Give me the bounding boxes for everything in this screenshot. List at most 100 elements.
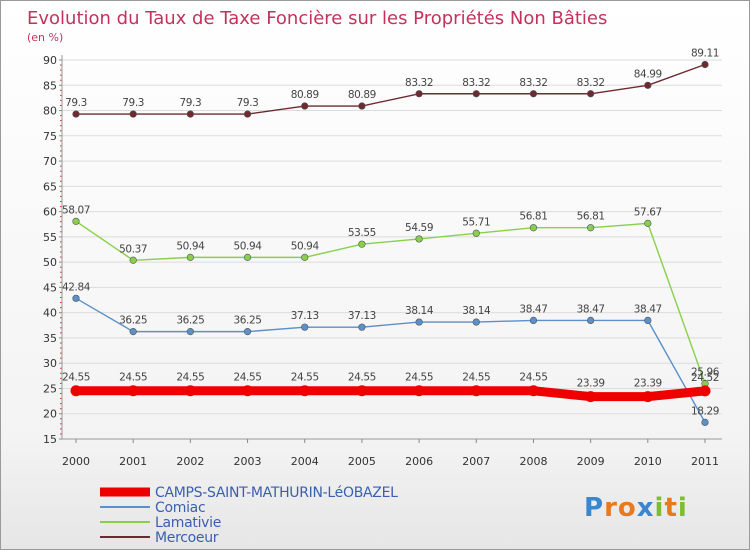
- data-point: [587, 316, 595, 324]
- x-tick-label: 2008: [519, 455, 547, 468]
- y-tick-label: 35: [43, 332, 57, 345]
- chart-title: Evolution du Taux de Taxe Foncière sur l…: [27, 8, 607, 29]
- data-point: [529, 224, 538, 232]
- data-point: [358, 102, 366, 110]
- data-label: 24.55: [119, 372, 147, 384]
- data-label: 79.3: [65, 97, 87, 109]
- data-label: 56.81: [519, 211, 547, 223]
- data-point: [129, 328, 137, 336]
- data-point: [242, 385, 254, 397]
- x-tick-label: 2009: [577, 455, 605, 468]
- data-point: [472, 90, 480, 98]
- data-point: [72, 110, 80, 118]
- data-point: [415, 90, 423, 98]
- data-point: [472, 318, 480, 326]
- data-point: [642, 391, 654, 403]
- series-line: [75, 297, 706, 424]
- data-label: 24.55: [176, 372, 204, 384]
- data-label: 79.3: [179, 97, 201, 109]
- data-label: 38.14: [405, 305, 434, 317]
- data-point: [529, 90, 538, 98]
- x-tick-label: 2004: [291, 455, 319, 468]
- data-point: [186, 328, 194, 336]
- data-point: [358, 323, 366, 331]
- data-point: [415, 235, 423, 243]
- data-label: 24.55: [62, 372, 90, 384]
- logo-text: Proxiti: [584, 493, 688, 523]
- y-tick-label: 50: [43, 256, 57, 269]
- data-label: 24.55: [234, 372, 262, 384]
- data-label: 79.3: [237, 97, 259, 109]
- data-point: [301, 102, 309, 110]
- data-label: 83.32: [462, 77, 490, 89]
- data-label: 38.47: [519, 303, 547, 315]
- legend-label: Lamativie: [155, 515, 221, 531]
- y-tick-label: 20: [43, 408, 57, 421]
- data-label: 42.84: [62, 281, 91, 293]
- data-label: 25.96: [691, 367, 720, 379]
- data-label: 23.39: [634, 378, 662, 390]
- data-point: [184, 385, 196, 397]
- data-label: 24.55: [405, 372, 433, 384]
- y-tick-label: 25: [43, 382, 57, 395]
- series-group: [70, 60, 711, 426]
- data-point: [186, 110, 194, 118]
- data-label: 50.37: [119, 243, 147, 255]
- data-point: [587, 224, 595, 232]
- y-tick-label: 60: [43, 206, 57, 219]
- data-label: 50.94: [176, 240, 205, 252]
- data-point: [127, 385, 139, 397]
- data-label: 23.39: [577, 378, 605, 390]
- y-tick-label: 85: [43, 79, 57, 92]
- series-line: [71, 386, 710, 402]
- y-tick-label: 80: [43, 105, 57, 118]
- y-tick-label: 90: [43, 54, 57, 67]
- data-point: [585, 391, 597, 403]
- data-label: 38.47: [634, 303, 662, 315]
- data-label: 79.3: [122, 97, 144, 109]
- data-point: [356, 385, 368, 397]
- y-tick-label: 70: [43, 155, 57, 168]
- data-label: 83.32: [405, 77, 433, 89]
- data-label: 24.55: [462, 372, 490, 384]
- data-label: 83.32: [519, 77, 547, 89]
- data-point: [358, 240, 366, 248]
- data-label: 38.14: [462, 305, 491, 317]
- data-label: 57.67: [634, 206, 662, 218]
- data-point: [299, 385, 311, 397]
- data-label: 55.71: [462, 216, 490, 228]
- y-tick-label: 15: [43, 433, 57, 446]
- data-point: [243, 328, 252, 336]
- data-label: 80.89: [291, 89, 319, 101]
- data-label: 58.07: [62, 204, 90, 216]
- data-point: [301, 253, 309, 261]
- data-point: [413, 385, 425, 397]
- gridlines: [62, 59, 722, 440]
- data-point: [644, 81, 652, 89]
- x-tick-label: 2010: [634, 455, 662, 468]
- x-tick-label: 2005: [348, 455, 376, 468]
- data-point: [472, 229, 480, 237]
- data-point: [72, 217, 80, 225]
- y-tick-label: 30: [43, 357, 57, 370]
- data-label: 56.81: [577, 211, 605, 223]
- data-label: 37.13: [348, 310, 376, 322]
- legend: CAMPS-SAINT-MATHURIN-LéOBAZELComiacLamat…: [100, 485, 398, 546]
- data-label: 83.32: [577, 77, 605, 89]
- data-label: 53.55: [348, 227, 376, 239]
- data-label: 50.94: [234, 240, 263, 252]
- legend-label: Mercoeur: [155, 530, 219, 546]
- data-point: [129, 256, 137, 264]
- data-point: [415, 318, 423, 326]
- legend-label: Comiac: [155, 500, 205, 516]
- y-tick-label: 65: [43, 180, 57, 193]
- data-point: [301, 323, 309, 331]
- data-label: 38.47: [577, 303, 605, 315]
- x-tick-label: 2003: [234, 455, 262, 468]
- data-label: 37.13: [291, 310, 319, 322]
- data-point: [699, 385, 711, 397]
- series-line: [75, 220, 706, 385]
- data-point: [527, 385, 539, 397]
